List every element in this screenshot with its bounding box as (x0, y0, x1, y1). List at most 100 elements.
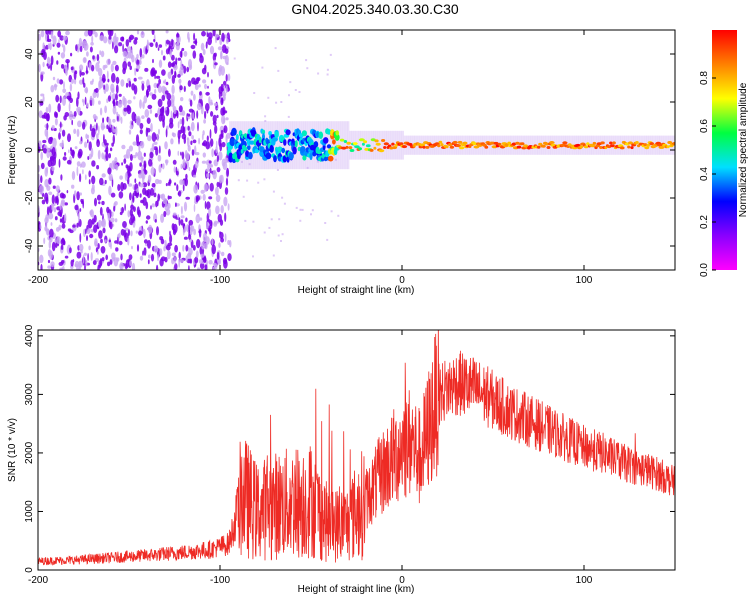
spectrogram-noise-blob (170, 38, 174, 48)
spectrogram-noise-blob (65, 30, 70, 36)
spectrogram-band-cell (536, 145, 541, 149)
spectrogram-noise-blob (76, 97, 79, 108)
spectrogram-noise-blob (168, 195, 172, 200)
spectrogram-noise-blob (89, 233, 94, 239)
spectrogram-noise-blob (48, 177, 52, 185)
spectrogram-noise-blob (99, 177, 104, 186)
spectrogram-band-cell (612, 141, 616, 145)
spectrogram-noise-blob (95, 62, 100, 72)
spectrogram-noise-blob (136, 64, 141, 70)
spectrogram-noise-blob (78, 243, 84, 252)
spectrogram-noise-blob (122, 61, 128, 71)
spectrogram-band-cell (643, 143, 648, 147)
snr-ytick-label: 2000 (24, 441, 35, 464)
spectrogram-noise-blob (223, 259, 228, 269)
spectrogram-noise-blob (185, 244, 189, 252)
spectrogram-band-cell (590, 144, 596, 148)
spectrogram-noise-blob (206, 221, 209, 229)
spectrogram-noise-blob (216, 181, 220, 188)
spectrogram-noise-blob (206, 109, 209, 114)
spectrogram-noise-blob (131, 111, 136, 122)
spectrogram-noise-blob (143, 247, 147, 256)
spectrogram-ytick-label: 40 (24, 48, 35, 60)
spectrogram-noise-blob (180, 219, 184, 226)
spectrogram-noise-blob (153, 39, 156, 42)
spectrogram-sparse-point (287, 115, 290, 118)
spectrogram-noise-blob (50, 30, 54, 39)
spectrogram-noise-blob (160, 213, 165, 223)
spectrogram-noise-blob (150, 122, 153, 132)
spectrogram-noise-blob (177, 121, 180, 129)
spectrogram-noise-blob (154, 89, 157, 94)
spectrogram-band-envelope (486, 135, 490, 155)
spectrogram-noise-blob (167, 181, 170, 186)
spectrogram-noise-blob (172, 103, 175, 112)
spectrogram-band-cell (235, 134, 239, 141)
spectrogram-noise-blob (210, 99, 213, 105)
snr-content (38, 330, 675, 566)
spectrogram-noise-blob (192, 50, 197, 59)
spectrogram-noise-blob (82, 254, 85, 264)
spectrogram-noise-blob (59, 204, 62, 211)
spectrogram-noise-blob (114, 201, 118, 206)
spectrogram-band-cell (334, 133, 340, 141)
spectrogram-noise-blob (157, 98, 163, 108)
spectrogram-noise-blob (99, 50, 102, 56)
spectrogram-noise-blob (187, 125, 190, 131)
spectrogram-sparse-point (237, 179, 240, 182)
spectrogram-noise-blob (162, 163, 165, 170)
spectrogram-sparse-point (326, 68, 329, 71)
spectrogram-noise-blob (130, 230, 133, 237)
spectrogram-noise-blob (60, 174, 63, 181)
spectrogram-noise-blob (138, 230, 143, 236)
spectrogram-noise-blob (135, 152, 138, 157)
spectrogram-band-envelope (344, 121, 348, 170)
spectrogram-noise-blob (182, 158, 186, 169)
spectrogram-noise-blob (157, 109, 161, 116)
spectrogram-xtick-label: -100 (210, 275, 230, 286)
spectrogram-noise-blob (128, 51, 131, 59)
spectrogram-noise-blob (216, 167, 221, 173)
spectrogram-noise-blob (180, 151, 182, 156)
spectrogram-noise-blob (147, 104, 153, 110)
spectrogram-noise-blob (54, 196, 57, 204)
spectrogram-band-cell (249, 140, 255, 145)
spectrogram-noise-blob (73, 111, 77, 117)
spectrogram-band-cell (283, 139, 287, 146)
spectrogram-noise-blob (202, 193, 206, 201)
spectrogram-noise-blob (82, 121, 86, 130)
spectrogram-noise-blob (196, 102, 202, 111)
spectrogram-noise-blob (212, 262, 217, 266)
spectrogram-noise-blob (166, 250, 171, 260)
snr-frame (37, 329, 676, 571)
spectrogram-band-cell (248, 151, 253, 160)
spectrogram-noise-blob (210, 138, 214, 147)
spectrogram-noise-blob (182, 244, 185, 252)
spectrogram-noise-blob (98, 201, 101, 205)
spectrogram-noise-blob (147, 174, 152, 183)
spectrogram-noise-blob (57, 30, 62, 38)
spectrogram-noise-blob (194, 84, 199, 91)
spectrogram-band-cell (265, 152, 272, 160)
spectrogram-noise-blob (141, 156, 144, 160)
spectrogram-noise-blob (69, 247, 72, 254)
spectrogram-noise-blob (42, 148, 48, 154)
spectrogram-ytick-label: 20 (24, 96, 35, 108)
spectrogram-noise-blob (112, 41, 114, 50)
spectrogram-noise-blob (167, 71, 172, 80)
spectrogram-noise-blob (157, 254, 159, 262)
snr-series-line (38, 330, 675, 566)
spectrogram-noise-blob (200, 189, 205, 194)
spectrogram-noise-blob (120, 79, 125, 87)
spectrogram-noise-blob (141, 54, 145, 59)
spectrogram-noise-blob (123, 107, 128, 112)
spectrogram-noise-blob (178, 217, 181, 226)
spectrogram-noise-blob (187, 137, 190, 148)
spectrogram-noise-blob (104, 179, 107, 185)
spectrogram-noise-blob (164, 78, 167, 85)
spectrogram-noise-blob (58, 132, 61, 140)
spectrogram-band-cell (313, 141, 319, 148)
spectrogram-noise-blob (91, 175, 96, 185)
spectrogram-band-cell (348, 146, 353, 150)
spectrogram-band-envelope (386, 130, 389, 160)
